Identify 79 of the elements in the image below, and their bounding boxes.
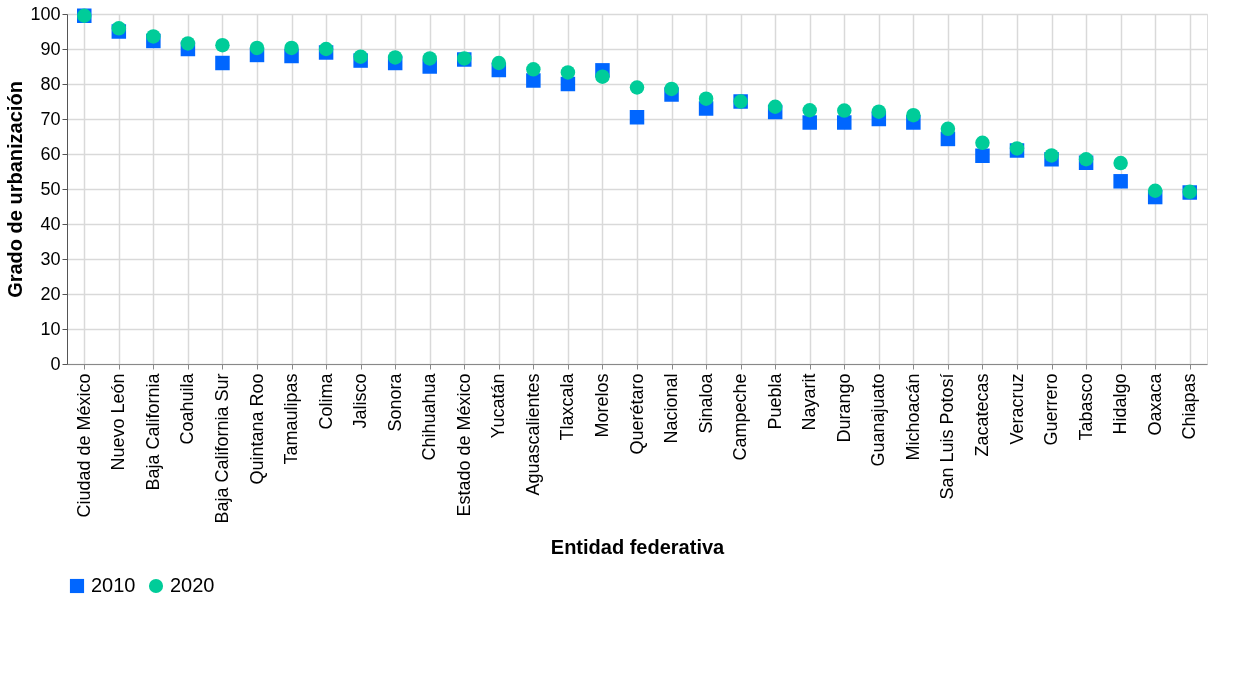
point xyxy=(284,40,299,56)
x-tick-label: Tamaulipas xyxy=(281,373,302,465)
x-tick-label: Aguascalientes xyxy=(522,373,543,496)
x-tick-label: Tlaxcala xyxy=(557,372,578,441)
point xyxy=(906,107,921,123)
y-axis-title: Grado de urbanización xyxy=(4,81,27,298)
point xyxy=(629,80,645,95)
point xyxy=(353,49,368,64)
x-tick-label: Campeche xyxy=(730,373,751,461)
point xyxy=(422,51,437,66)
point xyxy=(318,41,334,57)
x-tick-label: Guanajuato xyxy=(868,373,889,467)
x-tick-label: Chiapas xyxy=(1179,373,1200,440)
x-tick-label: Nuevo León xyxy=(108,373,129,471)
point xyxy=(837,103,852,118)
y-tick-label: 80 xyxy=(40,73,61,94)
point xyxy=(526,62,541,77)
x-tick-label: Hidalgo xyxy=(1110,373,1131,435)
x-tick-label: Nayarit xyxy=(799,373,820,431)
point xyxy=(491,55,507,71)
x-tick-label: Chihuahua xyxy=(419,372,440,461)
x-tick-label: Tabasco xyxy=(1075,373,1096,441)
point xyxy=(1113,174,1128,189)
x-tick-label: Colima xyxy=(315,372,336,430)
point xyxy=(629,110,645,125)
point xyxy=(767,99,783,114)
x-tick-label: Yucatán xyxy=(488,373,509,439)
point xyxy=(664,81,679,97)
point xyxy=(698,91,714,106)
x-tick-label: Sinaloa xyxy=(695,372,716,434)
point xyxy=(871,104,887,119)
x-tick-label: Baja California Sur xyxy=(211,373,232,524)
x-tick-label: Morelos xyxy=(591,373,612,438)
y-tick-label: 40 xyxy=(40,213,61,234)
point xyxy=(802,103,817,118)
x-tick-label: Jalisco xyxy=(350,373,371,429)
y-tick-label: 20 xyxy=(40,283,61,304)
x-tick-label: Estado de México xyxy=(453,373,474,517)
x-tick-label: Zacatecas xyxy=(971,373,992,457)
point xyxy=(595,69,610,84)
point xyxy=(1147,183,1163,198)
x-tick-label: Oaxaca xyxy=(1144,372,1165,436)
y-tick-label: 90 xyxy=(40,38,61,59)
point xyxy=(560,65,576,80)
point xyxy=(1113,155,1128,171)
point xyxy=(1044,148,1059,163)
legend-label: 2010 xyxy=(91,574,136,596)
x-tick-label: San Luis Potosí xyxy=(937,373,958,500)
y-tick-label: 0 xyxy=(50,353,61,374)
x-tick-label: Quintana Roo xyxy=(246,373,267,485)
point xyxy=(387,50,403,65)
point xyxy=(215,37,230,53)
x-tick-label: Durango xyxy=(833,373,854,443)
x-tick-label: Ciudad de México xyxy=(73,373,94,518)
point xyxy=(802,115,817,130)
y-tick-label: 100 xyxy=(30,3,61,24)
y-tick-label: 50 xyxy=(40,178,61,199)
x-tick-label: Puebla xyxy=(764,372,785,430)
x-tick-label: Guerrero xyxy=(1041,373,1062,446)
y-tick-label: 10 xyxy=(40,318,61,339)
x-tick-label: Sonora xyxy=(384,372,405,432)
legend-label: 2020 xyxy=(170,574,215,596)
point xyxy=(146,29,161,44)
y-tick-label: 60 xyxy=(40,143,61,164)
y-tick-label: 70 xyxy=(40,108,61,129)
point xyxy=(940,121,956,137)
point xyxy=(215,55,230,71)
point xyxy=(249,40,265,56)
x-tick-label: Nacional xyxy=(661,373,682,444)
x-tick-label: Querétaro xyxy=(626,373,647,455)
point xyxy=(975,135,990,151)
x-tick-label: Veracruz xyxy=(1006,373,1027,445)
x-axis-title: Entidad federativa xyxy=(550,535,726,558)
x-tick-label: Coahuila xyxy=(177,372,198,445)
point xyxy=(975,148,990,163)
x-tick-label: Michoacán xyxy=(902,373,923,461)
x-tick-label: Baja California xyxy=(142,372,163,491)
y-tick-label: 30 xyxy=(40,248,61,269)
point xyxy=(180,36,196,51)
